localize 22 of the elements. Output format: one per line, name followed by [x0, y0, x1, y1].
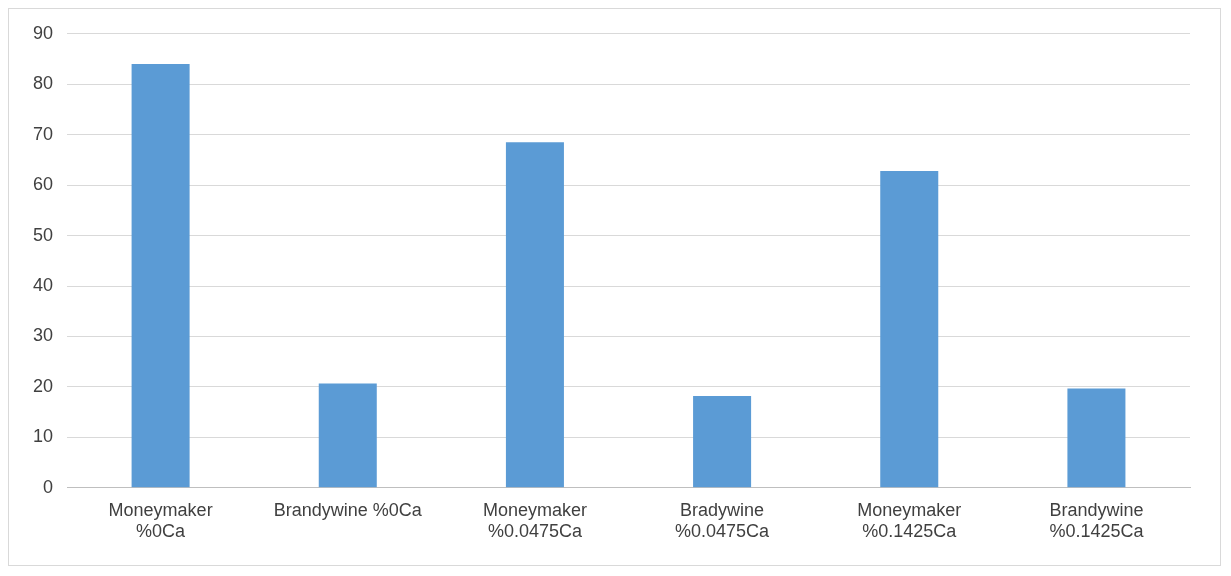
y-tick-label: 80 [32, 73, 54, 94]
bar [880, 171, 939, 488]
y-tick-label: 50 [32, 224, 54, 245]
y-tick-label: 30 [32, 325, 54, 346]
bar [693, 395, 752, 488]
bar [505, 142, 564, 488]
x-tick-label: Brandywine %0.1425Ca [1049, 499, 1145, 542]
bar [1067, 388, 1126, 488]
y-tick-label: 40 [32, 274, 54, 295]
bar [318, 383, 377, 488]
x-tick-label: Moneymaker %0.1425Ca [857, 499, 962, 542]
y-tick-label: 90 [32, 22, 54, 43]
x-tick-label: Bradywine %0.0475Ca [675, 499, 771, 542]
bar [131, 64, 190, 488]
y-tick-label: 0 [43, 476, 54, 497]
y-tick-label: 20 [32, 375, 54, 396]
x-tick-label: Moneymaker %0.0475Ca [482, 499, 587, 542]
y-tick-label: 70 [32, 123, 54, 144]
x-tick-label: Brandywine %0Ca [273, 499, 423, 520]
y-tick-label: 60 [32, 174, 54, 195]
x-tick-label: Moneymaker %0Ca [108, 499, 213, 542]
y-tick-label: 10 [32, 426, 54, 447]
